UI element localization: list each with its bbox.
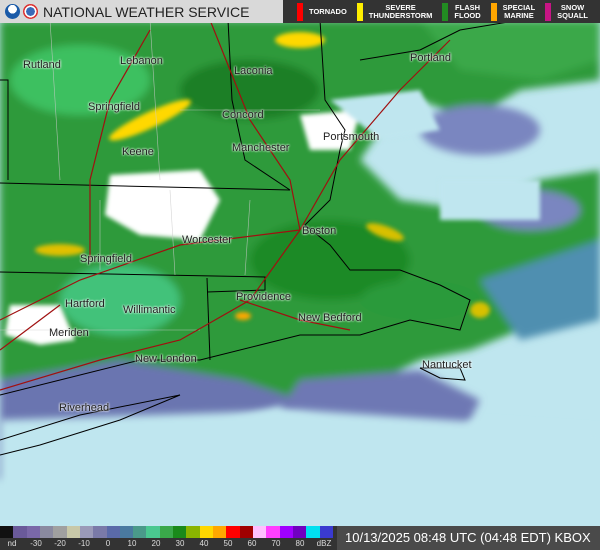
- scale-swatch: [319, 526, 333, 538]
- scale-swatch: [146, 526, 160, 538]
- warning-severe-thunderstorm: SEVERE THUNDERSTORM: [356, 2, 433, 21]
- scale-swatch: [53, 526, 67, 538]
- scale-swatch: [173, 526, 187, 538]
- highways: [0, 19, 451, 391]
- noaa-logo-icon: [5, 4, 20, 19]
- scale-swatch: [226, 526, 240, 538]
- scale-swatch: [306, 526, 320, 538]
- scale-swatch: [79, 526, 94, 538]
- scale-swatch: [292, 526, 307, 538]
- scale-swatch: [106, 526, 120, 538]
- city-label: Nantucket: [422, 359, 472, 371]
- scale-swatch: [39, 526, 54, 538]
- swatch: [442, 2, 449, 21]
- tick-label: 70: [271, 539, 281, 548]
- dbz-color-scale: [0, 526, 333, 538]
- tick-label: -20: [54, 539, 66, 548]
- scale-swatch: [239, 526, 253, 538]
- warning-tornado: TORNADO: [297, 2, 347, 21]
- warning-label: FLASH FLOOD: [454, 2, 481, 20]
- city-label: Rutland: [23, 59, 61, 71]
- warning-label: SPECIAL MARINE: [502, 2, 536, 20]
- timestamp: 10/13/2025 08:48 UTC (04:48 EDT) KBOX: [337, 526, 600, 550]
- scale-swatch: [213, 526, 227, 538]
- city-label: Portland: [410, 52, 451, 64]
- city-label: Meriden: [49, 327, 89, 339]
- tick-label: 40: [199, 539, 209, 548]
- scale-swatch: [279, 526, 293, 538]
- city-label: Worcester: [182, 234, 232, 246]
- tick-label: -30: [30, 539, 42, 548]
- header-bar: NATIONAL WEATHER SERVICE TORNADO SEVERE …: [0, 0, 600, 23]
- city-label: Willimantic: [123, 304, 176, 316]
- state-borders: [0, 19, 521, 456]
- heavy-echoes: [35, 32, 490, 320]
- tick-label: 60: [247, 539, 257, 548]
- nws-logo-icon: [23, 4, 38, 19]
- scale-swatch: [26, 526, 40, 538]
- scale-swatch: [133, 526, 147, 538]
- city-label: Keene: [122, 146, 154, 158]
- tick-label: -10: [78, 539, 90, 548]
- scale-swatch: [93, 526, 107, 538]
- warning-label: SEVERE THUNDERSTORM: [368, 2, 433, 20]
- scale-swatch: [252, 526, 267, 538]
- city-label: Laconia: [234, 65, 273, 77]
- city-label: Lebanon: [120, 55, 163, 67]
- no-echo-areas: [5, 90, 540, 345]
- tick-label: 20: [151, 539, 161, 548]
- scale-swatch: [186, 526, 200, 538]
- warning-flash-flood: FLASH FLOOD: [442, 2, 481, 21]
- ocean: [0, 410, 600, 550]
- swatch: [490, 2, 497, 21]
- swatch: [545, 2, 552, 21]
- swatch: [297, 2, 303, 21]
- city-label: Springfield: [88, 101, 140, 113]
- tick-label: 10: [127, 539, 137, 548]
- scale-swatch: [119, 526, 134, 538]
- dbz-tick-labels: nd -30 -20 -10 0 10 20 30 40 50 60 70 80 dBZ: [0, 538, 333, 550]
- city-label: New London: [135, 353, 197, 365]
- city-label: Providence: [236, 291, 292, 303]
- city-label: Hartford: [65, 298, 105, 310]
- city-label: Riverhead: [59, 402, 110, 414]
- footer-bar: nd -30 -20 -10 0 10 20 30 40 50 60 70 80 dBZ 10/13/20…: [0, 526, 600, 550]
- warning-label: TORNADO: [309, 6, 347, 16]
- warning-snow-squall: SNOW SQUALL: [545, 2, 589, 21]
- tick-label: 30: [175, 539, 185, 548]
- tick-label: 0: [105, 539, 111, 548]
- brand: NATIONAL WEATHER SERVICE: [0, 0, 283, 23]
- warning-legend: TORNADO SEVERE THUNDERSTORM FLASH FLOOD …: [283, 0, 600, 23]
- tick-label: dBZ: [316, 539, 332, 548]
- scale-swatch: [66, 526, 80, 538]
- tick-label: nd: [7, 539, 17, 548]
- scale-swatch: [0, 526, 14, 538]
- city-label: Springfield: [80, 253, 132, 265]
- tick-label: 80: [295, 539, 305, 548]
- warning-label: SNOW SQUALL: [557, 2, 589, 20]
- city-label: Portsmouth: [323, 131, 380, 143]
- city-label: Manchester: [232, 142, 290, 154]
- scale-swatch: [159, 526, 174, 538]
- scale-swatch: [13, 526, 27, 538]
- city-label: Concord: [222, 109, 264, 121]
- tick-label: 50: [223, 539, 233, 548]
- swatch: [356, 2, 363, 21]
- warning-special-marine: SPECIAL MARINE: [490, 2, 536, 21]
- scale-swatch: [266, 526, 280, 538]
- county-borders: [0, 19, 320, 331]
- city-label: Boston: [302, 225, 337, 237]
- page-title: NATIONAL WEATHER SERVICE: [43, 3, 250, 20]
- scale-swatch: [199, 526, 213, 538]
- city-label: New Bedford: [298, 312, 362, 324]
